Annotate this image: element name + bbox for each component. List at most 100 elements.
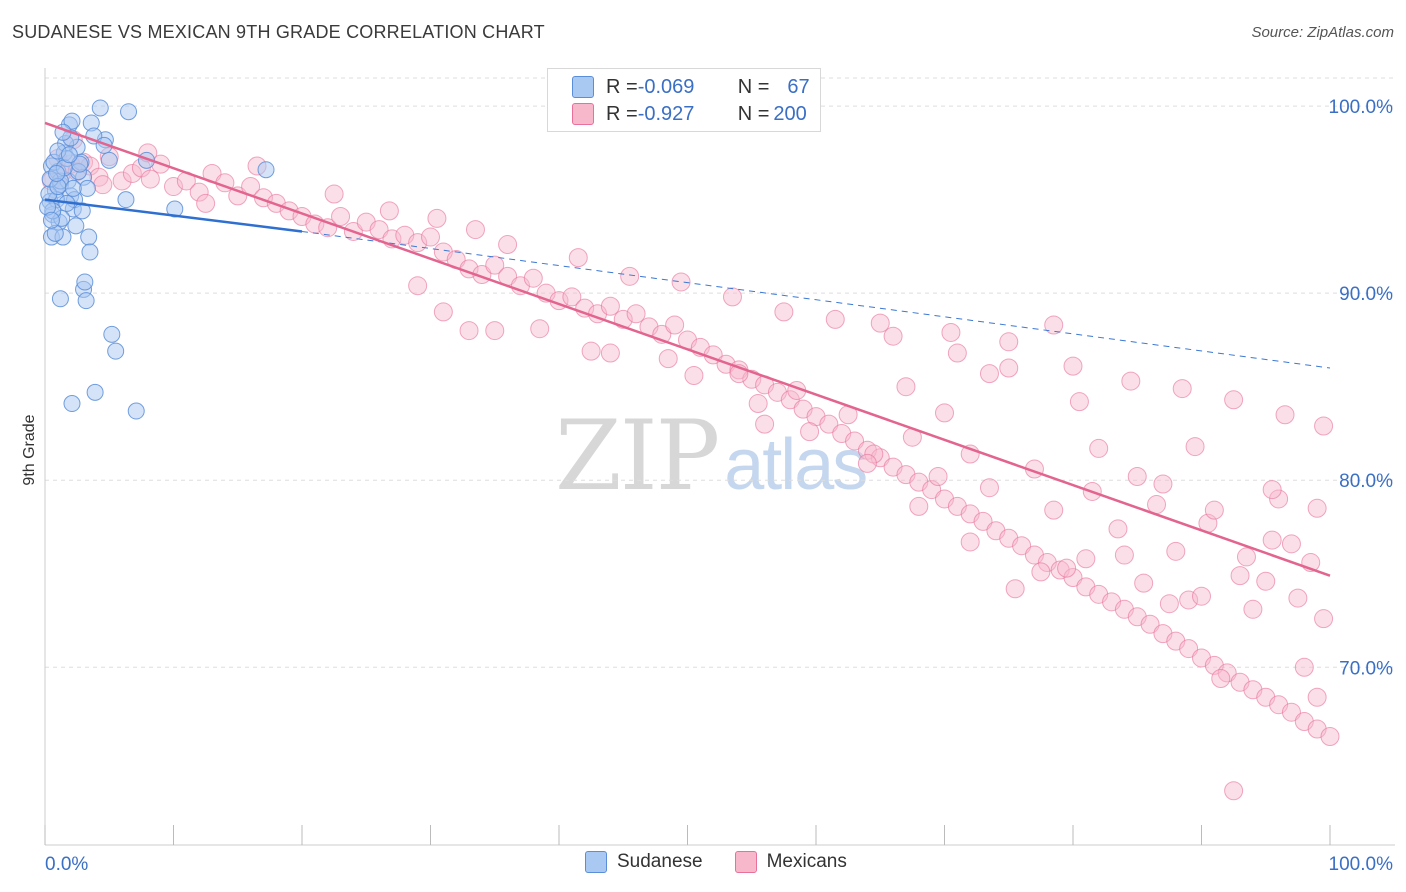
sudanese-point	[120, 103, 138, 121]
mexicans-point	[1256, 571, 1276, 591]
mexicans-point	[122, 163, 142, 183]
mexicans-point	[1114, 545, 1134, 565]
mexicans-point	[1269, 489, 1289, 509]
mexicans-point	[1044, 500, 1064, 520]
legend-swatch-sudanese	[585, 851, 607, 873]
mexicans-point	[1204, 500, 1224, 520]
mexicans-point	[896, 377, 916, 397]
mexicans-point	[748, 394, 768, 414]
mexicans-point	[1069, 392, 1089, 412]
mexicans-point	[1159, 594, 1179, 614]
mexicans-point	[1172, 379, 1192, 399]
mexicans-point	[658, 349, 678, 369]
mexicans-point	[665, 315, 685, 335]
mexicans-point	[1294, 657, 1314, 677]
mexicans-point	[864, 444, 884, 464]
mexicans-point	[870, 313, 890, 333]
mexicans-point	[331, 206, 351, 226]
mexicans-point	[909, 496, 929, 516]
mexicans-point	[1127, 466, 1147, 486]
mexicans-point	[1281, 534, 1301, 554]
mexicans-point	[1314, 609, 1334, 629]
mexicans-point	[1230, 566, 1250, 586]
watermark-zip: ZIP	[555, 400, 720, 512]
sudanese-point	[67, 217, 85, 235]
mexicans-point	[93, 175, 113, 195]
mexicans-point	[1140, 614, 1160, 634]
mexicans-point	[1236, 547, 1256, 567]
mexicans-point	[979, 364, 999, 384]
legend-n-label: N =	[737, 75, 770, 98]
watermark-atlas: atlas	[724, 425, 868, 505]
mexicans-point	[568, 248, 588, 268]
legend-n-value: 200	[773, 102, 807, 125]
mexicans-point	[140, 169, 160, 189]
watermark: ZIPatlas	[555, 400, 868, 512]
mexicans-point	[774, 302, 794, 322]
mexicans-point	[523, 268, 543, 288]
y-axis-title: 9th Grade	[21, 414, 38, 486]
sudanese-point	[51, 290, 69, 308]
mexicans-point	[620, 266, 640, 286]
mexicans-point	[999, 358, 1019, 378]
mexicans-point	[530, 319, 550, 339]
sudanese-point	[77, 292, 95, 310]
mexicans-point	[600, 343, 620, 363]
mexicans-point	[1179, 639, 1199, 659]
mexicans-point	[626, 304, 646, 324]
mexicans-point	[857, 453, 877, 473]
mexicans-point	[780, 390, 800, 410]
mexicans-point	[1320, 727, 1340, 747]
mexicans-point	[421, 227, 440, 247]
y-tick-label: 100.0%	[1329, 97, 1394, 118]
mexicans-point	[722, 287, 742, 307]
mexicans-point	[1307, 687, 1327, 707]
mexicans-point	[1147, 495, 1167, 515]
legend-r-label: R =	[606, 102, 638, 125]
mexicans-point	[819, 414, 839, 434]
mexicans-point	[1012, 536, 1032, 556]
mexicans-point	[465, 220, 485, 240]
mexicans-point	[1166, 541, 1186, 561]
mexicans-trend	[44, 121, 1331, 577]
sudanese-point	[257, 161, 275, 179]
mexicans-point	[1262, 530, 1282, 550]
mexicans-point	[870, 448, 890, 468]
mexicans-point	[369, 220, 389, 240]
mexicans-point	[716, 354, 736, 374]
legend-n-label: N =	[737, 102, 770, 125]
legend-row-mexicans: R = -0.927 N = 200	[572, 100, 807, 128]
sudanese-point	[73, 202, 91, 220]
mexicans-point	[427, 208, 447, 228]
mexicans-point	[1005, 579, 1025, 599]
mexicans-point	[1089, 438, 1109, 458]
mexicans-point	[408, 276, 428, 296]
series-legend: Sudanese Mexicans	[585, 851, 879, 873]
mexicans-point	[1185, 437, 1205, 457]
mexicans-point	[485, 321, 505, 341]
mexicans-point	[1179, 590, 1199, 610]
mexicans-point	[1243, 599, 1263, 619]
mexicans-point	[755, 414, 775, 434]
legend-label-sudanese: Sudanese	[617, 851, 703, 872]
mexicans-point	[1031, 562, 1051, 582]
mexicans-point	[112, 171, 132, 191]
legend-item-sudanese: Sudanese	[585, 851, 703, 873]
mexicans-point	[883, 326, 903, 346]
mexicans-point	[379, 201, 399, 221]
legend-r-value: -0.069	[637, 75, 695, 98]
stats-legend: R = -0.069 N = 67 R = -0.927 N = 200	[547, 68, 821, 132]
mexicans-point	[1224, 781, 1244, 801]
y-tick-label: 70.0%	[1339, 658, 1393, 679]
sudanese-point	[91, 99, 109, 117]
sudanese-point	[42, 211, 60, 229]
sudanese-point	[100, 151, 118, 169]
mexicans-point	[800, 422, 820, 442]
mexicans-point	[1153, 474, 1173, 494]
sudanese-point	[76, 273, 94, 291]
sudanese-point	[48, 164, 66, 182]
sudanese-point	[63, 112, 81, 130]
mexicans-point	[1108, 519, 1128, 539]
legend-swatch-mexicans	[572, 103, 594, 125]
